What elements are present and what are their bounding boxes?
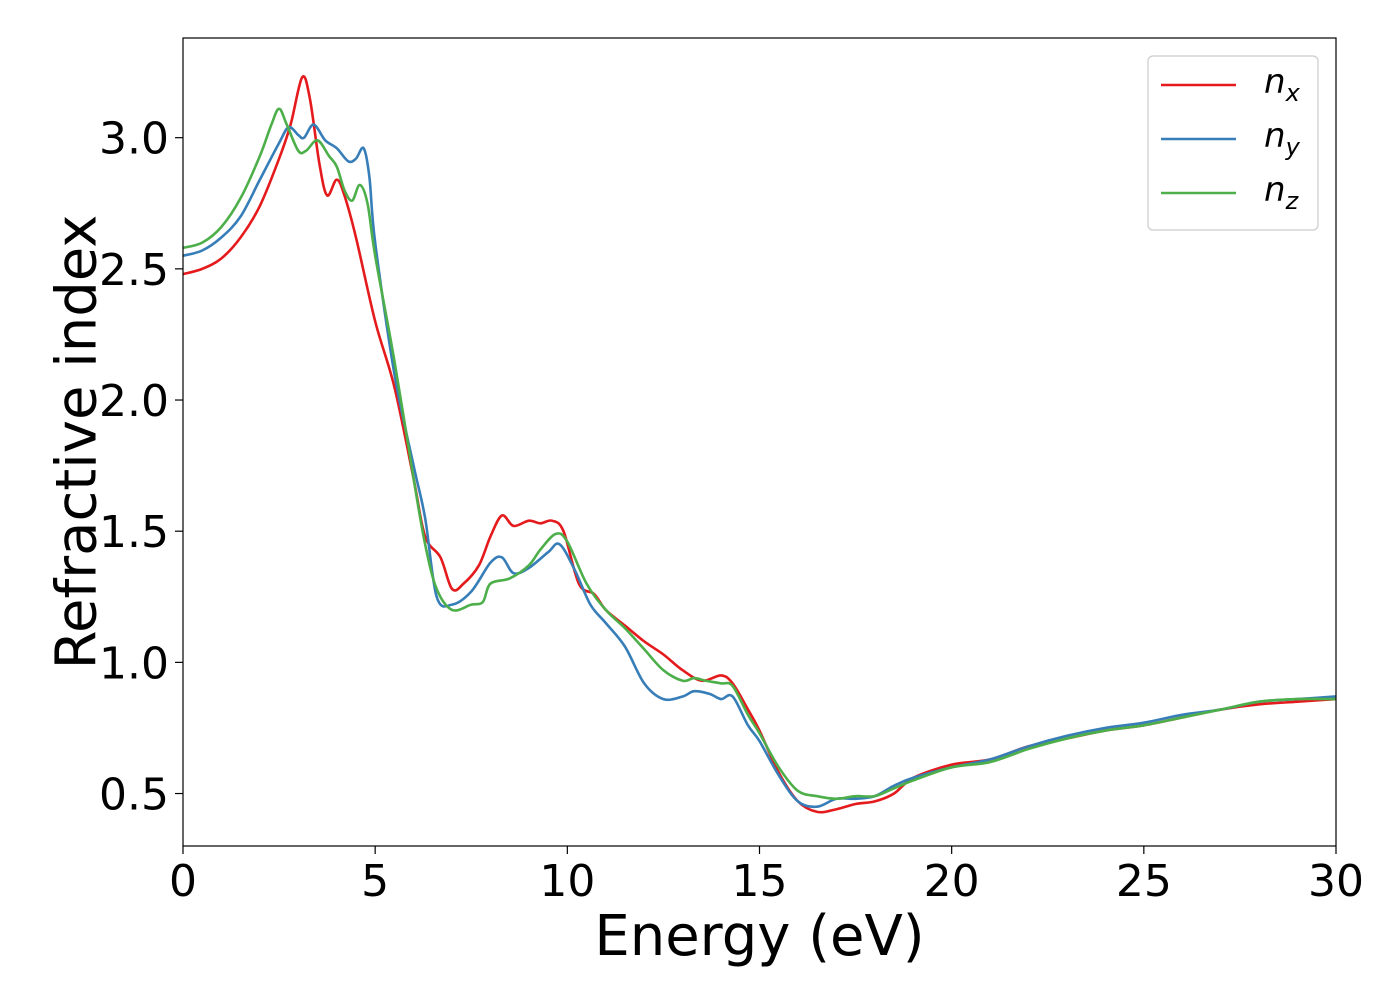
y-tick-label: 2.0 <box>99 376 169 427</box>
y-tick-label: 1.0 <box>99 638 169 689</box>
y-tick-label: 1.5 <box>99 507 169 558</box>
x-tick-label: 25 <box>1116 856 1172 907</box>
x-tick-label: 5 <box>361 856 389 907</box>
series-line-x <box>182 75 1337 814</box>
legend-label-z: nz <box>1264 170 1300 215</box>
x-tick-label: 30 <box>1308 856 1364 907</box>
y-axis-title: Refractive index <box>45 215 110 670</box>
y-tick-label: 0.5 <box>99 770 169 821</box>
x-tick-label: 0 <box>169 856 197 907</box>
legend-label-y: ny <box>1264 116 1301 161</box>
plot-lines <box>182 75 1337 814</box>
x-tick-label: 20 <box>924 856 980 907</box>
y-tick-label: 2.5 <box>99 245 169 296</box>
legend: nx ny nz <box>1147 55 1319 231</box>
x-axis-title: Energy (eV) <box>594 904 924 969</box>
x-tick-label: 10 <box>539 856 595 907</box>
x-axis-ticks: 0 5 10 15 20 25 30 <box>169 846 1364 907</box>
y-axis-ticks: 0.5 1.0 1.5 2.0 2.5 3.0 <box>99 114 183 821</box>
legend-box <box>1147 55 1319 231</box>
x-tick-label: 15 <box>732 856 788 907</box>
series-line-z <box>182 107 1337 801</box>
legend-label-x: nx <box>1264 62 1301 107</box>
y-tick-label: 3.0 <box>99 114 169 165</box>
